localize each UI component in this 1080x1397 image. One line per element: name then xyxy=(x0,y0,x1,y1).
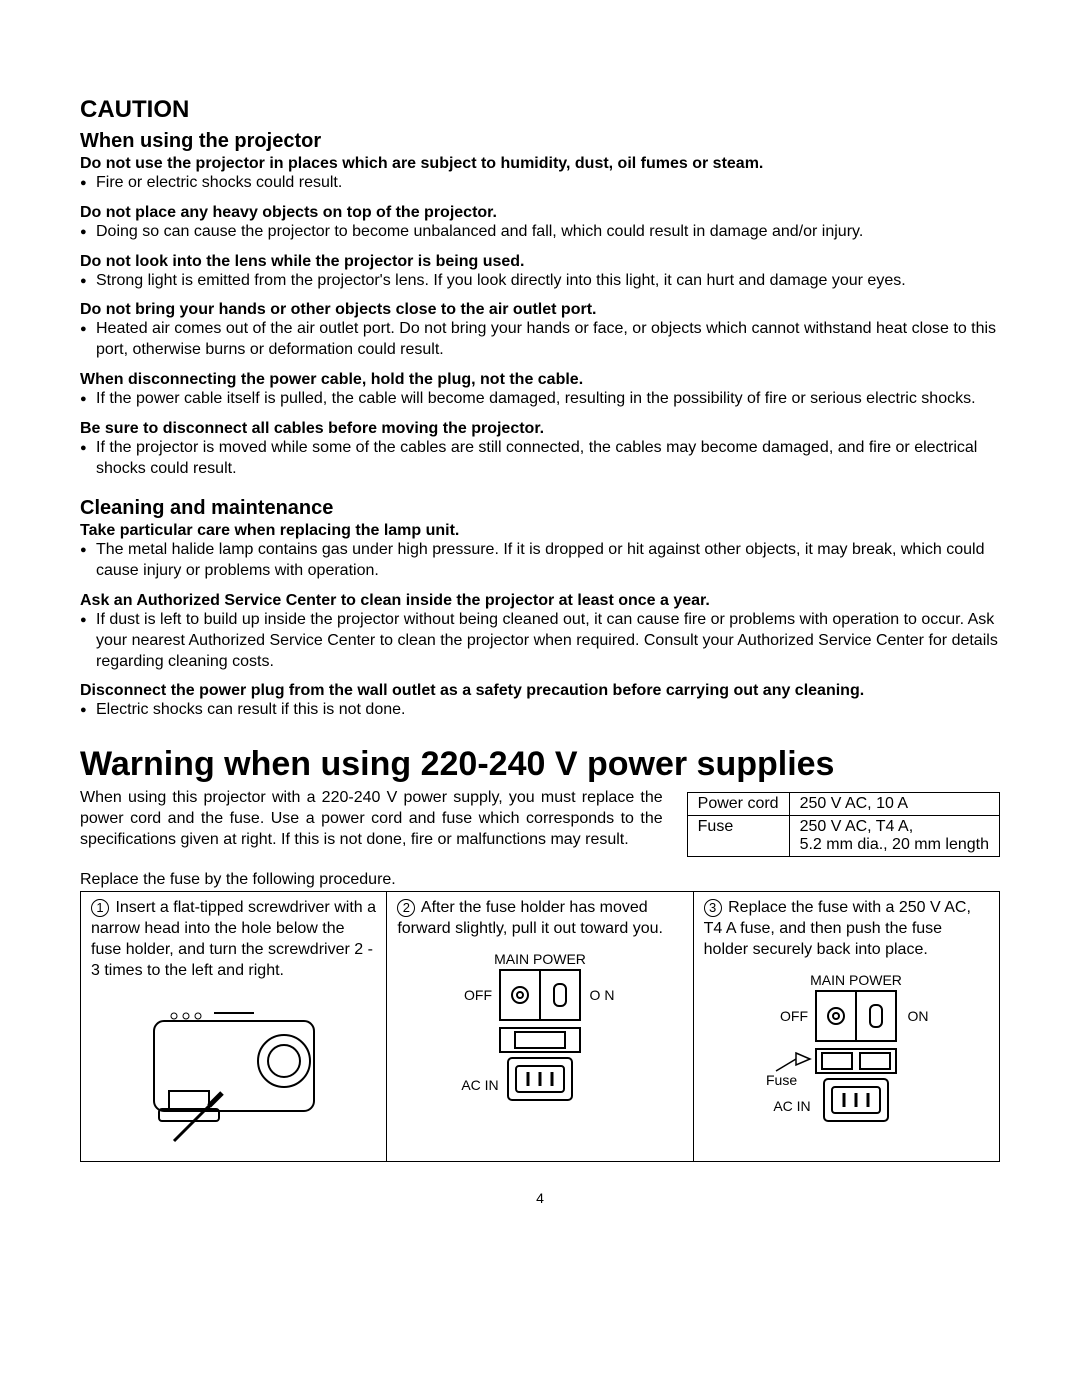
bold-line: Be sure to disconnect all cables before … xyxy=(80,420,1000,438)
projector-item-5: Be sure to disconnect all cables before … xyxy=(80,420,1000,480)
diagram-power-panel-fuse: MAIN POWER OFF ON Fuse xyxy=(704,971,989,1141)
bullet-text: If dust is left to build up inside the p… xyxy=(80,610,1000,672)
label-main-power: MAIN POWER xyxy=(810,972,902,988)
label-fuse: Fuse xyxy=(766,1072,797,1088)
label-off: OFF xyxy=(780,1008,808,1024)
bullet-text: Doing so can cause the projector to beco… xyxy=(80,222,1000,243)
step-cell-1: 1 Insert a flat-tipped screwdriver with … xyxy=(81,892,387,1161)
bullet-text: Fire or electric shocks could result. xyxy=(80,173,1000,194)
bold-line: Ask an Authorized Service Center to clea… xyxy=(80,592,1000,610)
bullet-text: The metal halide lamp contains gas under… xyxy=(80,540,1000,582)
step-body: After the fuse holder has moved forward … xyxy=(397,899,663,937)
warning-title: Warning when using 220-240 V power suppl… xyxy=(80,745,1000,784)
step-number-icon: 3 xyxy=(704,899,722,917)
bold-line: Disconnect the power plug from the wall … xyxy=(80,682,1000,700)
projector-item-3: Do not bring your hands or other objects… xyxy=(80,301,1000,361)
step-body: Replace the fuse with a 250 V AC, T4 A f… xyxy=(704,899,971,958)
bullet-text: Strong light is emitted from the project… xyxy=(80,271,1000,292)
bold-line: Do not place any heavy objects on top of… xyxy=(80,204,1000,222)
projector-item-2: Do not look into the lens while the proj… xyxy=(80,253,1000,292)
spec-value: 250 V AC, T4 A, 5.2 mm dia., 20 mm lengt… xyxy=(789,816,999,857)
bold-line: Take particular care when replacing the … xyxy=(80,522,1000,540)
label-ac-in: AC IN xyxy=(461,1077,498,1093)
step-text: 2 After the fuse holder has moved forwar… xyxy=(397,898,682,940)
cleaning-item-0: Take particular care when replacing the … xyxy=(80,522,1000,582)
page-number: 4 xyxy=(80,1190,1000,1206)
bullet-text: If the projector is moved while some of … xyxy=(80,438,1000,480)
projector-item-4: When disconnecting the power cable, hold… xyxy=(80,371,1000,410)
bold-line: Do not look into the lens while the proj… xyxy=(80,253,1000,271)
spec-label: Fuse xyxy=(687,816,789,857)
table-row: Power cord 250 V AC, 10 A xyxy=(687,793,999,816)
cleaning-item-1: Ask an Authorized Service Center to clea… xyxy=(80,592,1000,672)
diagram-power-panel: MAIN POWER OFF O N AC IN xyxy=(397,950,682,1120)
label-on: ON xyxy=(908,1008,929,1024)
diagram-projector xyxy=(91,991,376,1151)
steps-row: 1 Insert a flat-tipped screwdriver with … xyxy=(80,891,1000,1162)
bold-line: Do not use the projector in places which… xyxy=(80,155,1000,173)
step-cell-2: 2 After the fuse holder has moved forwar… xyxy=(387,892,693,1161)
subheading-projector: When using the projector xyxy=(80,130,1000,153)
cleaning-item-2: Disconnect the power plug from the wall … xyxy=(80,682,1000,721)
bold-line: When disconnecting the power cable, hold… xyxy=(80,371,1000,389)
projector-item-1: Do not place any heavy objects on top of… xyxy=(80,204,1000,243)
step-cell-3: 3 Replace the fuse with a 250 V AC, T4 A… xyxy=(694,892,999,1161)
caution-heading: CAUTION xyxy=(80,96,1000,124)
table-row: Fuse 250 V AC, T4 A, 5.2 mm dia., 20 mm … xyxy=(687,816,999,857)
bullet-text: Heated air comes out of the air outlet p… xyxy=(80,319,1000,361)
spec-value: 250 V AC, 10 A xyxy=(789,793,999,816)
warning-intro-row: When using this projector with a 220-240… xyxy=(80,788,1000,857)
subheading-cleaning: Cleaning and maintenance xyxy=(80,497,1000,520)
step-text: 1 Insert a flat-tipped screwdriver with … xyxy=(91,898,376,981)
step-number-icon: 2 xyxy=(397,899,415,917)
label-ac-in: AC IN xyxy=(774,1098,811,1114)
warning-intro-text: When using this projector with a 220-240… xyxy=(80,788,663,850)
projector-item-0: Do not use the projector in places which… xyxy=(80,155,1000,194)
spec-label: Power cord xyxy=(687,793,789,816)
label-on: O N xyxy=(590,987,615,1003)
bullet-text: If the power cable itself is pulled, the… xyxy=(80,389,1000,410)
label-main-power: MAIN POWER xyxy=(494,951,586,967)
bold-line: Do not bring your hands or other objects… xyxy=(80,301,1000,319)
replace-procedure-line: Replace the fuse by the following proced… xyxy=(80,871,1000,889)
step-text: 3 Replace the fuse with a 250 V AC, T4 A… xyxy=(704,898,989,960)
spec-table: Power cord 250 V AC, 10 A Fuse 250 V AC,… xyxy=(687,792,1000,857)
step-number-icon: 1 xyxy=(91,899,109,917)
label-off: OFF xyxy=(464,987,492,1003)
bullet-text: Electric shocks can result if this is no… xyxy=(80,700,1000,721)
step-body: Insert a flat-tipped screwdriver with a … xyxy=(91,899,376,978)
